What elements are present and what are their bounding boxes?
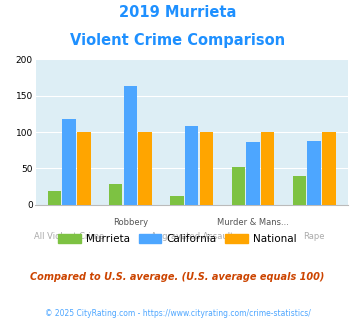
Text: 2019 Murrieta: 2019 Murrieta — [119, 5, 236, 20]
Bar — [322, 132, 335, 205]
Text: Violent Crime Comparison: Violent Crime Comparison — [70, 33, 285, 48]
Text: Robbery: Robbery — [113, 218, 148, 227]
Text: Aggravated Assault: Aggravated Assault — [151, 232, 233, 241]
Bar — [261, 132, 274, 205]
Bar — [307, 142, 321, 205]
Bar — [62, 119, 76, 205]
Text: © 2025 CityRating.com - https://www.cityrating.com/crime-statistics/: © 2025 CityRating.com - https://www.city… — [45, 309, 310, 317]
Bar — [48, 191, 61, 205]
Legend: Murrieta, California, National: Murrieta, California, National — [54, 230, 301, 248]
Bar — [170, 196, 184, 205]
Text: All Violent Crime: All Violent Crime — [34, 232, 104, 241]
Bar — [246, 142, 260, 205]
Bar — [185, 126, 198, 205]
Text: Compared to U.S. average. (U.S. average equals 100): Compared to U.S. average. (U.S. average … — [30, 272, 325, 282]
Bar — [200, 132, 213, 205]
Text: Rape: Rape — [304, 232, 325, 241]
Bar — [124, 86, 137, 205]
Text: Murder & Mans...: Murder & Mans... — [217, 218, 289, 227]
Bar — [77, 132, 91, 205]
Bar — [293, 176, 306, 205]
Bar — [231, 167, 245, 205]
Bar — [109, 183, 122, 205]
Bar — [138, 132, 152, 205]
